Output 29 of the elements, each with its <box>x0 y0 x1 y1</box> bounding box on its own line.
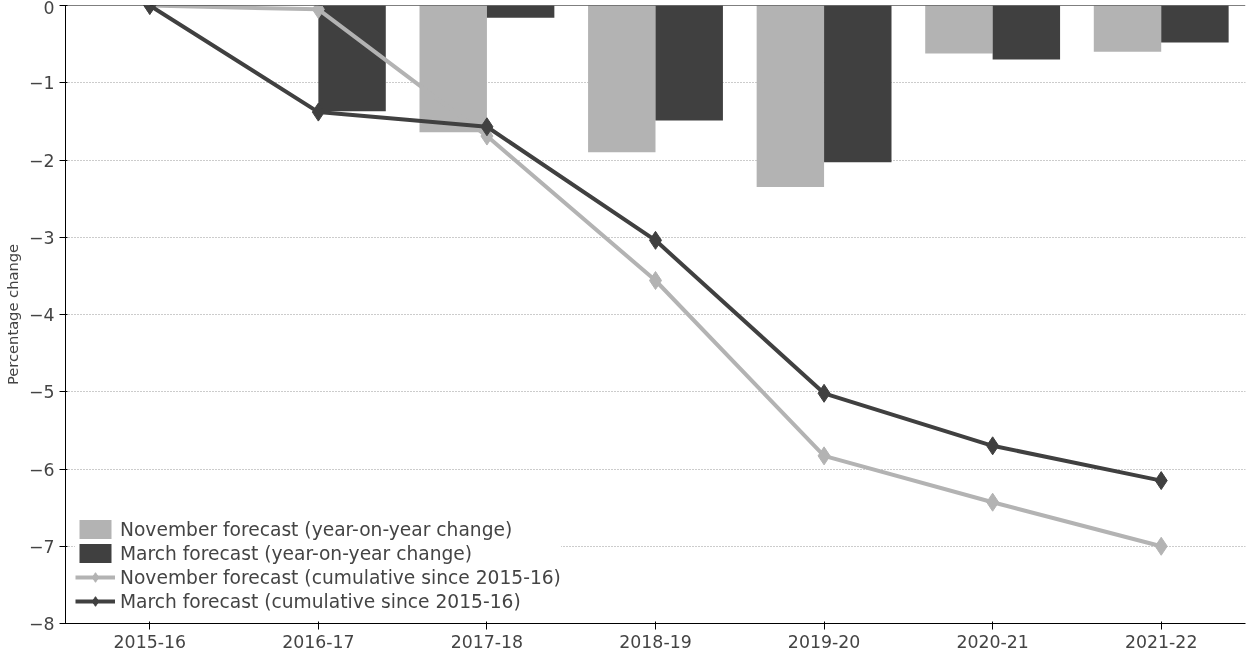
legend-label: March forecast (year-on-year change) <box>120 541 473 565</box>
point <box>986 492 1000 512</box>
y-tick-label: −7 <box>28 536 55 557</box>
point <box>1154 536 1168 556</box>
y-tick-label: −6 <box>28 459 55 480</box>
x-tick-label: 2018-19 <box>619 631 692 652</box>
x-tick-label: 2019-20 <box>787 631 861 652</box>
x-tick-label: 2017-18 <box>450 631 524 652</box>
legend-label: November forecast (year-on-year change) <box>120 517 513 541</box>
point <box>311 102 325 122</box>
point <box>817 383 831 403</box>
y-tick-label: −1 <box>28 73 55 94</box>
x-tick-label: 2015-16 <box>113 631 186 652</box>
x-tick-label: 2021-22 <box>1125 631 1198 652</box>
x-tick-label: 2016-17 <box>282 631 355 652</box>
y-tick-label: −8 <box>28 614 55 634</box>
point <box>817 446 831 466</box>
point <box>1154 471 1168 491</box>
y-tick-label: −4 <box>28 305 55 325</box>
legend-label: November forecast (cumulative since 2015-16) <box>120 565 561 589</box>
y-tick-label: −5 <box>28 382 55 403</box>
x-tick-label: 2020-21 <box>956 631 1029 652</box>
y-tick-label: −2 <box>28 150 55 171</box>
point <box>986 436 1000 456</box>
y-tick-label: −3 <box>28 227 55 248</box>
legend-label: March forecast (cumulative since 2015-16) <box>120 589 521 613</box>
y-tick-label: 0 <box>43 0 55 18</box>
y-axis-title: Percentage change <box>3 243 21 386</box>
point <box>480 117 494 137</box>
